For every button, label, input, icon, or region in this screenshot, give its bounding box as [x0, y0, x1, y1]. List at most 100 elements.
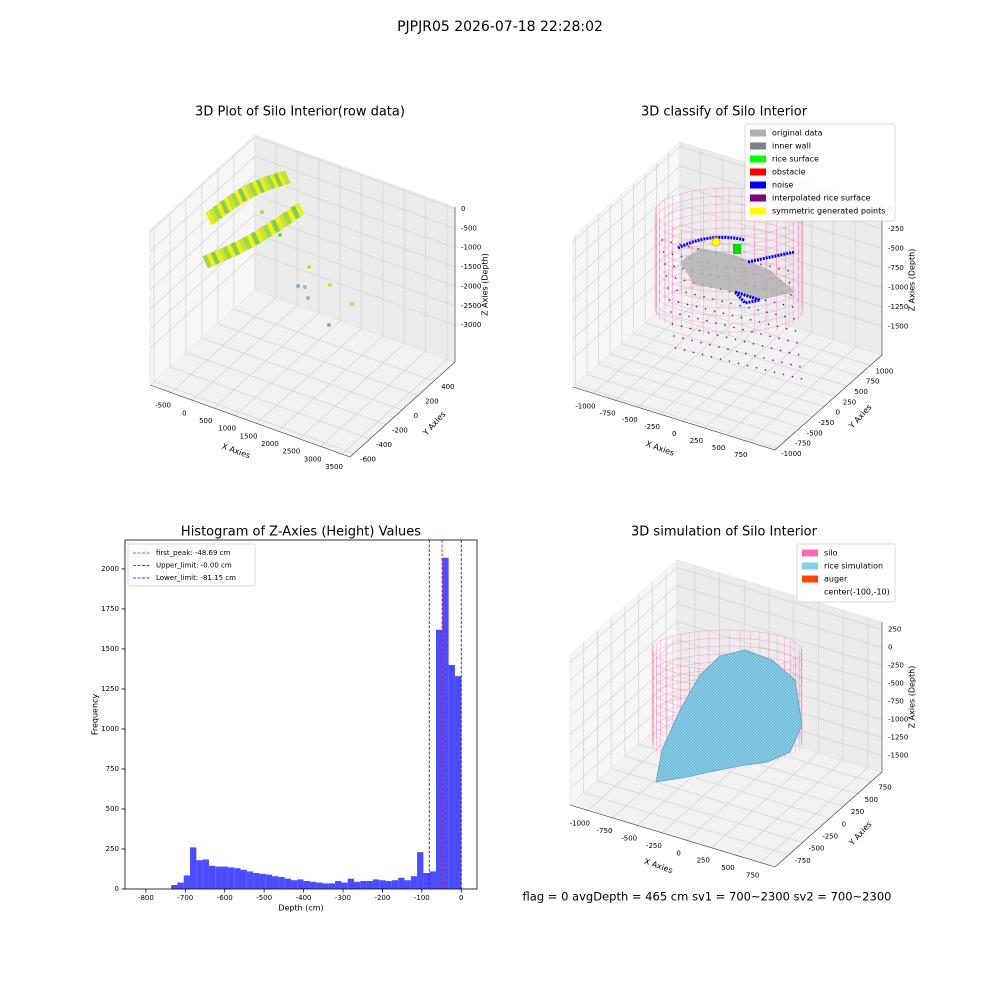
point-cloud: [246, 233, 257, 248]
x-tick-label: -750: [600, 409, 616, 417]
histogram-bar: [171, 884, 178, 889]
legend-swatch: [802, 575, 818, 583]
x-grid-line: [735, 610, 844, 856]
legend-swatch: [750, 129, 766, 137]
surface-dot: [785, 327, 788, 330]
outlier-point: [278, 233, 282, 237]
x-tick-label: -1000: [570, 819, 590, 827]
legend-swatch: [802, 562, 818, 570]
z-grid-line: [569, 639, 883, 735]
x-grid-line: [726, 189, 834, 436]
surface-dot: [742, 328, 744, 331]
axes-frame: [124, 539, 478, 890]
x-grid-line: [277, 181, 384, 432]
x-tick-label: -300: [335, 894, 351, 902]
histogram-bar: [442, 557, 449, 889]
surface-dot: [661, 239, 663, 241]
z-tick-label: -1500: [888, 752, 908, 760]
x-tick-label: 2500: [282, 448, 300, 456]
legend-label: Upper_limit: -0.00 cm: [156, 562, 232, 570]
surface-dot: [791, 375, 794, 378]
point-cloud: [290, 205, 301, 220]
x-tick-label: 0: [182, 409, 186, 417]
plot-area-2: 3D classify of Silo Interior -1000 -750 -50…: [572, 105, 917, 459]
point-cloud: [269, 173, 281, 189]
point-cloud: [205, 210, 216, 226]
z-tick-label: -250: [888, 661, 904, 669]
x-axis-line: [149, 384, 351, 458]
z-tick-label: -1000: [888, 716, 908, 724]
z-tick-label: -2500: [461, 302, 481, 310]
surface-dot: [763, 357, 765, 359]
histogram-bar: [398, 877, 405, 889]
y-axis-label: Y Axies: [847, 820, 874, 848]
y-tick-label: 500: [865, 796, 878, 804]
y-tick-label: 200: [425, 398, 438, 406]
surface-dot: [721, 300, 723, 303]
surface-dot: [781, 361, 783, 364]
x-tick-label: -700: [177, 894, 193, 902]
surface-dot: [688, 245, 690, 248]
legend-swatch: [750, 155, 766, 163]
legend-box: [796, 543, 896, 603]
legend-label: Lower_limit: -81.15 cm: [156, 574, 236, 582]
histogram-bar: [379, 880, 386, 889]
surface-dot: [691, 339, 693, 342]
x-grid-line: [760, 617, 869, 863]
surface-dot: [782, 373, 785, 376]
x-axis-label: X Axies: [645, 439, 676, 458]
point-cloud: [202, 254, 213, 269]
surface-dot: [787, 270, 789, 272]
y-tick-label: -750: [795, 440, 811, 448]
z-grid-line: [149, 213, 456, 310]
surface-dot: [760, 263, 762, 266]
y-axis-label: Frequency: [91, 694, 100, 736]
y-grid-line: [633, 183, 836, 397]
x-grid-line: [341, 204, 448, 455]
y-tick-label: 0: [842, 820, 846, 828]
surface-dot: [674, 347, 677, 349]
surface-dot: [743, 340, 746, 343]
point-cloud: [226, 243, 237, 258]
surface-dot: [796, 342, 798, 344]
y-tick-label: 250: [843, 398, 856, 406]
x-tick-label: 250: [690, 437, 703, 445]
legend-label: noise: [772, 181, 793, 190]
y-grid-line: [185, 197, 387, 425]
legend-label: symmetric generated points: [772, 207, 885, 216]
surface-dot: [790, 294, 792, 296]
outlier-point: [327, 323, 331, 327]
histogram-bar: [259, 873, 266, 889]
surface-dot: [682, 267, 684, 270]
surface-dot: [769, 335, 771, 338]
histogram-bar: [196, 860, 203, 889]
y-tick-label: -400: [376, 441, 392, 449]
histogram-bar: [272, 876, 279, 889]
figure-title: PJPJR05 2026-07-18 22:28:02: [397, 19, 603, 35]
surface-dot: [680, 325, 683, 328]
point-cloud: [206, 252, 217, 267]
surface-dot: [712, 298, 714, 300]
y-tick-label: 400: [441, 383, 454, 391]
point-cloud: [222, 245, 233, 260]
z-grid-line: [149, 252, 456, 349]
z-grid-line: [572, 204, 883, 301]
outlier-point: [260, 210, 264, 214]
legend-swatch: [750, 194, 766, 202]
legend-label: inner wall: [772, 142, 811, 151]
x-tick-label: 250: [697, 857, 710, 865]
y-grid-line: [644, 173, 848, 387]
surface-dot: [709, 344, 711, 346]
histogram-bar: [316, 882, 323, 889]
y-axis-label: Y Axies: [421, 410, 448, 438]
x-tick-label: 500: [199, 417, 212, 425]
surface-dot: [794, 330, 797, 332]
z-tick-label: -500: [461, 224, 477, 232]
z-axis-label: Z Axies (Depth): [908, 666, 917, 729]
point-cloud: [248, 181, 259, 197]
x-tick-label: 1500: [240, 432, 258, 440]
x-tick-label: -250: [644, 423, 660, 431]
histogram-bar: [246, 871, 254, 889]
surface-dot: [679, 313, 681, 316]
